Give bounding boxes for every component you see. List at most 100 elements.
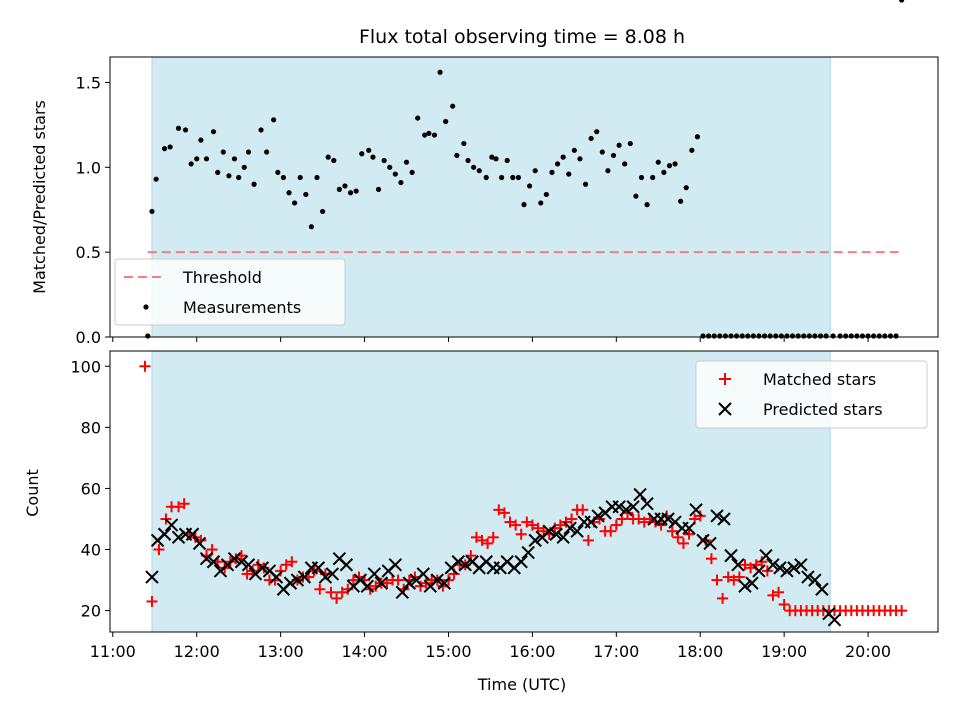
predicted-star-marker bbox=[402, 576, 417, 590]
top-y-axis-label: Matched/Predicted stars bbox=[30, 100, 49, 294]
predicted-star-marker bbox=[612, 500, 626, 514]
measurement-point bbox=[521, 202, 527, 208]
predicted-star-marker bbox=[549, 527, 563, 541]
measurement-point bbox=[153, 176, 159, 182]
measurement-point bbox=[616, 142, 622, 148]
matched-star-marker bbox=[767, 589, 779, 601]
matched-star-marker bbox=[139, 360, 151, 372]
predicted-star-marker bbox=[724, 548, 738, 563]
measurement-point bbox=[582, 181, 589, 187]
matched-star-marker bbox=[146, 595, 158, 607]
measurement-point bbox=[161, 146, 168, 152]
matched-star-marker bbox=[560, 516, 572, 528]
measurement-point bbox=[194, 156, 200, 162]
predicted-star-marker bbox=[234, 555, 249, 569]
measurement-point bbox=[543, 191, 549, 198]
predicted-star-marker bbox=[633, 487, 647, 502]
predicted-star-marker bbox=[773, 561, 787, 575]
measurement-point bbox=[465, 157, 471, 164]
predicted-star-marker bbox=[780, 564, 794, 578]
predicted-star-marker bbox=[794, 558, 808, 572]
measurement-point bbox=[554, 161, 561, 167]
measurement-point bbox=[843, 333, 849, 339]
matched-star-marker bbox=[476, 534, 488, 546]
matched-star-marker bbox=[638, 516, 650, 528]
measurement-point bbox=[149, 208, 155, 215]
measurement-point bbox=[887, 333, 894, 339]
matched-star-marker bbox=[745, 562, 757, 574]
predicted-star-marker bbox=[185, 527, 200, 541]
predicted-star-marker bbox=[745, 576, 759, 590]
measurement-point bbox=[650, 174, 656, 181]
measurement-point bbox=[661, 169, 667, 175]
predicted-star-marker bbox=[556, 530, 570, 545]
measurement-point bbox=[314, 174, 320, 181]
measurement-point bbox=[817, 333, 824, 339]
matched-star-marker bbox=[470, 531, 482, 543]
measurement-point bbox=[454, 152, 460, 159]
measurement-point bbox=[683, 185, 689, 191]
measurement-point bbox=[717, 333, 723, 339]
measurement-point bbox=[773, 333, 779, 339]
measurement-point bbox=[236, 174, 242, 181]
top-legend: Threshold Measurements bbox=[114, 258, 346, 326]
predicted-star-marker bbox=[752, 564, 766, 578]
x-tick-label: 14:00 bbox=[341, 642, 387, 661]
measurement-point bbox=[398, 179, 404, 186]
top-y-tick-label: 1.0 bbox=[76, 158, 101, 177]
matched-star-marker bbox=[336, 586, 348, 598]
matched-star-marker bbox=[381, 577, 393, 589]
measurement-point bbox=[347, 190, 354, 196]
measurement-point bbox=[220, 149, 226, 155]
matched-star-marker bbox=[711, 574, 723, 586]
predicted-star-marker bbox=[171, 530, 186, 545]
predicted-star-marker bbox=[563, 521, 577, 535]
measurement-point bbox=[493, 156, 499, 162]
measurement-point bbox=[175, 125, 182, 131]
measurement-point bbox=[882, 333, 888, 339]
measurement-point bbox=[848, 333, 854, 339]
predicted-star-marker bbox=[318, 570, 333, 584]
measurement-point bbox=[571, 147, 577, 153]
measurement-point bbox=[353, 188, 359, 194]
matched-star-marker bbox=[415, 580, 426, 592]
bottom-legend-box bbox=[695, 360, 928, 429]
bottom-y-tick-label: 80 bbox=[81, 418, 101, 437]
measurement-point bbox=[331, 157, 337, 164]
bottom-y-tick-label: 100 bbox=[70, 357, 101, 376]
predicted-star-marker bbox=[458, 558, 472, 572]
x-tick-label: 17:00 bbox=[593, 642, 639, 661]
measurement-point bbox=[297, 174, 303, 181]
measurement-point bbox=[461, 140, 467, 147]
matched-star-marker bbox=[773, 586, 785, 598]
predicted-star-marker bbox=[661, 512, 675, 526]
predicted-star-marker bbox=[808, 573, 822, 587]
measurement-point bbox=[271, 117, 277, 123]
measurement-point bbox=[370, 154, 376, 160]
measurement-point bbox=[167, 144, 173, 150]
measurement-point bbox=[422, 132, 428, 138]
matched-star-marker bbox=[666, 525, 678, 537]
bottom-y-tick-label: 20 bbox=[81, 602, 101, 621]
predicted-star-marker bbox=[689, 503, 703, 517]
measurement-point bbox=[806, 333, 812, 339]
x-axis-label: Time (UTC) bbox=[477, 675, 566, 694]
matched-star-marker bbox=[347, 574, 359, 586]
measurement-point bbox=[577, 156, 583, 162]
measurement-point bbox=[711, 333, 717, 339]
measurement-point bbox=[515, 174, 522, 181]
x-tick-label: 12:00 bbox=[174, 642, 220, 661]
measurement-point bbox=[483, 174, 489, 181]
predicted-star-marker bbox=[717, 512, 731, 526]
predicted-star-marker bbox=[388, 558, 403, 572]
measurement-point bbox=[336, 186, 342, 192]
measurement-point bbox=[319, 208, 326, 215]
x-tick-label: 20:00 bbox=[845, 642, 891, 661]
predicted-star-marker bbox=[192, 536, 207, 551]
measurement-point bbox=[251, 181, 257, 187]
measurement-point bbox=[431, 132, 438, 138]
legend-matched-label: Matched stars bbox=[763, 370, 876, 389]
predicted-star-marker bbox=[682, 521, 696, 535]
measurement-point bbox=[893, 333, 899, 339]
